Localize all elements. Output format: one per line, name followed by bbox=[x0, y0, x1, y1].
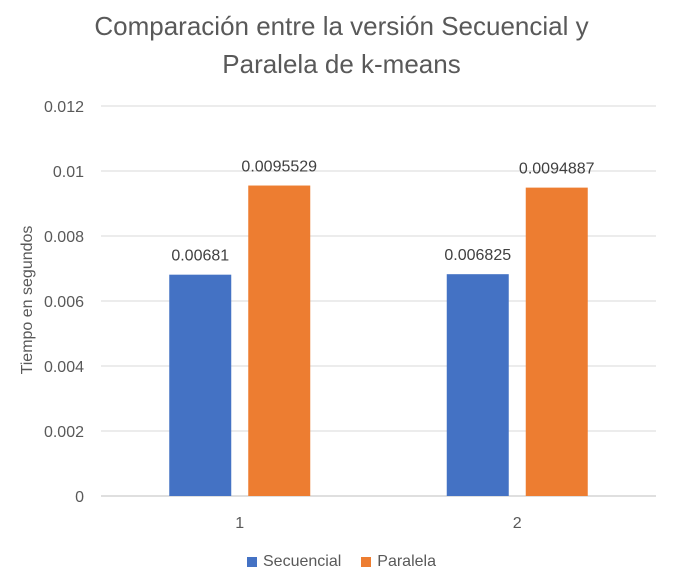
legend-label-secuencial: Secuencial bbox=[263, 553, 342, 570]
chart-title-line-1: Comparación entre la versión Secuencial … bbox=[94, 11, 589, 41]
data-label: 0.0095529 bbox=[241, 159, 317, 176]
bar-paralela-1 bbox=[248, 185, 311, 496]
y-tick-label: 0.002 bbox=[44, 424, 84, 441]
y-tick-label: 0.006 bbox=[44, 294, 84, 311]
y-tick-label: 0.004 bbox=[44, 359, 84, 376]
legend: Secuencial Paralela bbox=[0, 553, 683, 571]
y-tick-label: 0 bbox=[75, 489, 84, 506]
legend-item-secuencial: Secuencial bbox=[247, 553, 341, 571]
y-tick-label: 0.012 bbox=[44, 99, 84, 116]
legend-swatch-paralela bbox=[361, 557, 372, 567]
data-label: 0.006825 bbox=[444, 247, 511, 264]
chart-title-line-2: Paralela de k-means bbox=[222, 49, 461, 79]
x-tick-label: 1 bbox=[235, 515, 244, 532]
data-label: 0.00681 bbox=[171, 248, 229, 265]
data-label: 0.0094887 bbox=[519, 161, 595, 178]
bar-secuencial-1 bbox=[169, 274, 232, 496]
y-tick-label: 0.01 bbox=[53, 164, 84, 181]
bar-paralela-2 bbox=[525, 187, 588, 496]
x-tick-label: 2 bbox=[513, 515, 522, 532]
bar-secuencial-2 bbox=[446, 274, 509, 496]
legend-item-paralela: Paralela bbox=[361, 553, 436, 571]
legend-swatch-secuencial bbox=[247, 557, 257, 567]
legend-label-paralela: Paralela bbox=[377, 553, 436, 570]
y-tick-label: 0.008 bbox=[44, 229, 84, 246]
